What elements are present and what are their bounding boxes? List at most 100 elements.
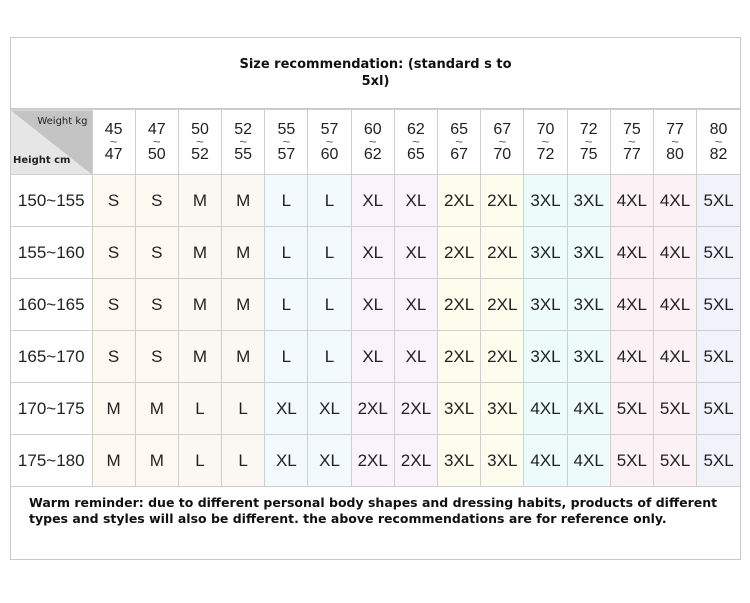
size-cell: XL [393,226,439,279]
weight-min: 57 [320,121,339,138]
tilde: ~ [325,134,334,149]
size-cell: XL [350,278,395,331]
size-cell: 3XL [566,278,611,331]
size-cell: S [91,330,136,383]
table-row: 155~160 S S M M L L XL XL 2XL 2XL 3XL 3XL 4XL 4XL 5XL [11,226,740,279]
size-cell: M [134,434,179,487]
weight-max: 60 [320,146,339,163]
warm-reminder: Warm reminder: due to different personal… [29,495,718,526]
weight-range-header: 45 ~47 [91,109,136,175]
size-cell: M [177,174,223,227]
size-cell: S [134,278,179,331]
size-cell: L [264,278,309,331]
size-cell: 5XL [696,278,740,331]
size-cell: 3XL [436,382,482,435]
size-cell: XL [307,382,352,435]
size-cell: 3XL [523,330,568,383]
weight-min: 67 [493,121,512,138]
height-range: 150~155 [11,174,93,227]
size-cell: M [221,174,266,227]
size-cell: L [307,174,352,227]
size-cell: 4XL [609,278,654,331]
weight-max: 55 [234,146,253,163]
weight-max: 72 [536,146,555,163]
weight-range-header: 72 ~75 [566,109,611,175]
size-cell: M [221,278,266,331]
tilde: ~ [714,134,723,149]
size-cell: L [221,434,266,487]
size-cell: 2XL [350,382,395,435]
weight-min: 62 [407,121,425,138]
weight-min: 55 [277,121,296,138]
size-cell: 5XL [652,382,698,435]
weight-min: 60 [363,121,382,138]
tilde: ~ [109,134,118,149]
weight-max: 65 [407,146,425,163]
size-cell: 2XL [480,278,525,331]
weight-max: 50 [147,146,166,163]
weight-range-header: 65 ~67 [436,109,482,175]
size-cell: M [177,278,223,331]
size-cell: 5XL [696,226,740,279]
weight-max: 52 [191,146,209,163]
weight-max: 57 [277,146,296,163]
size-cell: 4XL [523,382,568,435]
table-row: 160~165 S S M M L L XL XL 2XL 2XL 3XL 3XL 4XL 4XL 5XL [11,278,740,331]
size-cell: XL [264,382,309,435]
tilde: ~ [368,134,377,149]
weight-min: 52 [234,121,253,138]
tilde: ~ [152,134,161,149]
size-cell: S [134,330,179,383]
weight-range-header: 67 ~70 [480,109,525,175]
size-cell: M [134,382,179,435]
height-range: 165~170 [11,330,93,383]
size-cell: S [134,226,179,279]
weight-max: 75 [579,146,598,163]
size-cell: M [91,382,136,435]
size-cell: 2XL [350,434,395,487]
tilde: ~ [455,134,463,149]
size-cell: 4XL [609,226,654,279]
size-cell: 2XL [480,174,525,227]
size-cell: 4XL [652,226,698,279]
size-cell: M [221,226,266,279]
size-cell: 2XL [436,278,482,331]
size-cell: 2XL [393,434,439,487]
tilde: ~ [282,134,291,149]
weight-max: 62 [363,146,382,163]
weight-range-header: 57 ~60 [307,109,352,175]
size-cell: L [307,278,352,331]
size-table: Weight kg Height cm 45 ~47 47 ~50 50 ~52 52 ~55 55… [11,109,740,487]
size-cell: 4XL [566,434,611,487]
tilde: ~ [541,134,550,149]
size-cell: M [221,330,266,383]
size-cell: M [177,330,223,383]
size-cell: 5XL [696,382,740,435]
size-cell: S [91,174,136,227]
size-cell: XL [350,226,395,279]
size-cell: 4XL [566,382,611,435]
size-cell: M [177,226,223,279]
table-row: 165~170 S S M M L L XL XL 2XL 2XL 3XL 3XL 4XL 4XL 5XL [11,330,740,383]
table-row: 170~175 M M L L XL XL 2XL 2XL 3XL 3XL 4XL 4XL 5XL 5XL 5… [11,382,740,435]
weight-range-header: 75 ~77 [609,109,654,175]
weight-min: 70 [536,121,555,138]
size-cell: XL [307,434,352,487]
size-cell: S [134,174,179,227]
size-cell: 3XL [523,226,568,279]
weight-range-header: 77 ~80 [652,109,698,175]
tilde: ~ [412,134,420,149]
size-cell: 4XL [609,174,654,227]
weight-min: 75 [622,121,641,138]
weight-range-header: 47 ~50 [134,109,179,175]
corner-header: Weight kg Height cm [11,109,93,175]
weight-max: 70 [493,146,512,163]
weight-min: 50 [191,121,209,138]
weight-min: 65 [450,121,468,138]
weight-range-header: 52 ~55 [221,109,266,175]
height-range: 155~160 [11,226,93,279]
tilde: ~ [584,134,593,149]
weight-min: 47 [147,121,166,138]
size-cell: 4XL [652,278,698,331]
weight-max: 80 [666,146,684,163]
